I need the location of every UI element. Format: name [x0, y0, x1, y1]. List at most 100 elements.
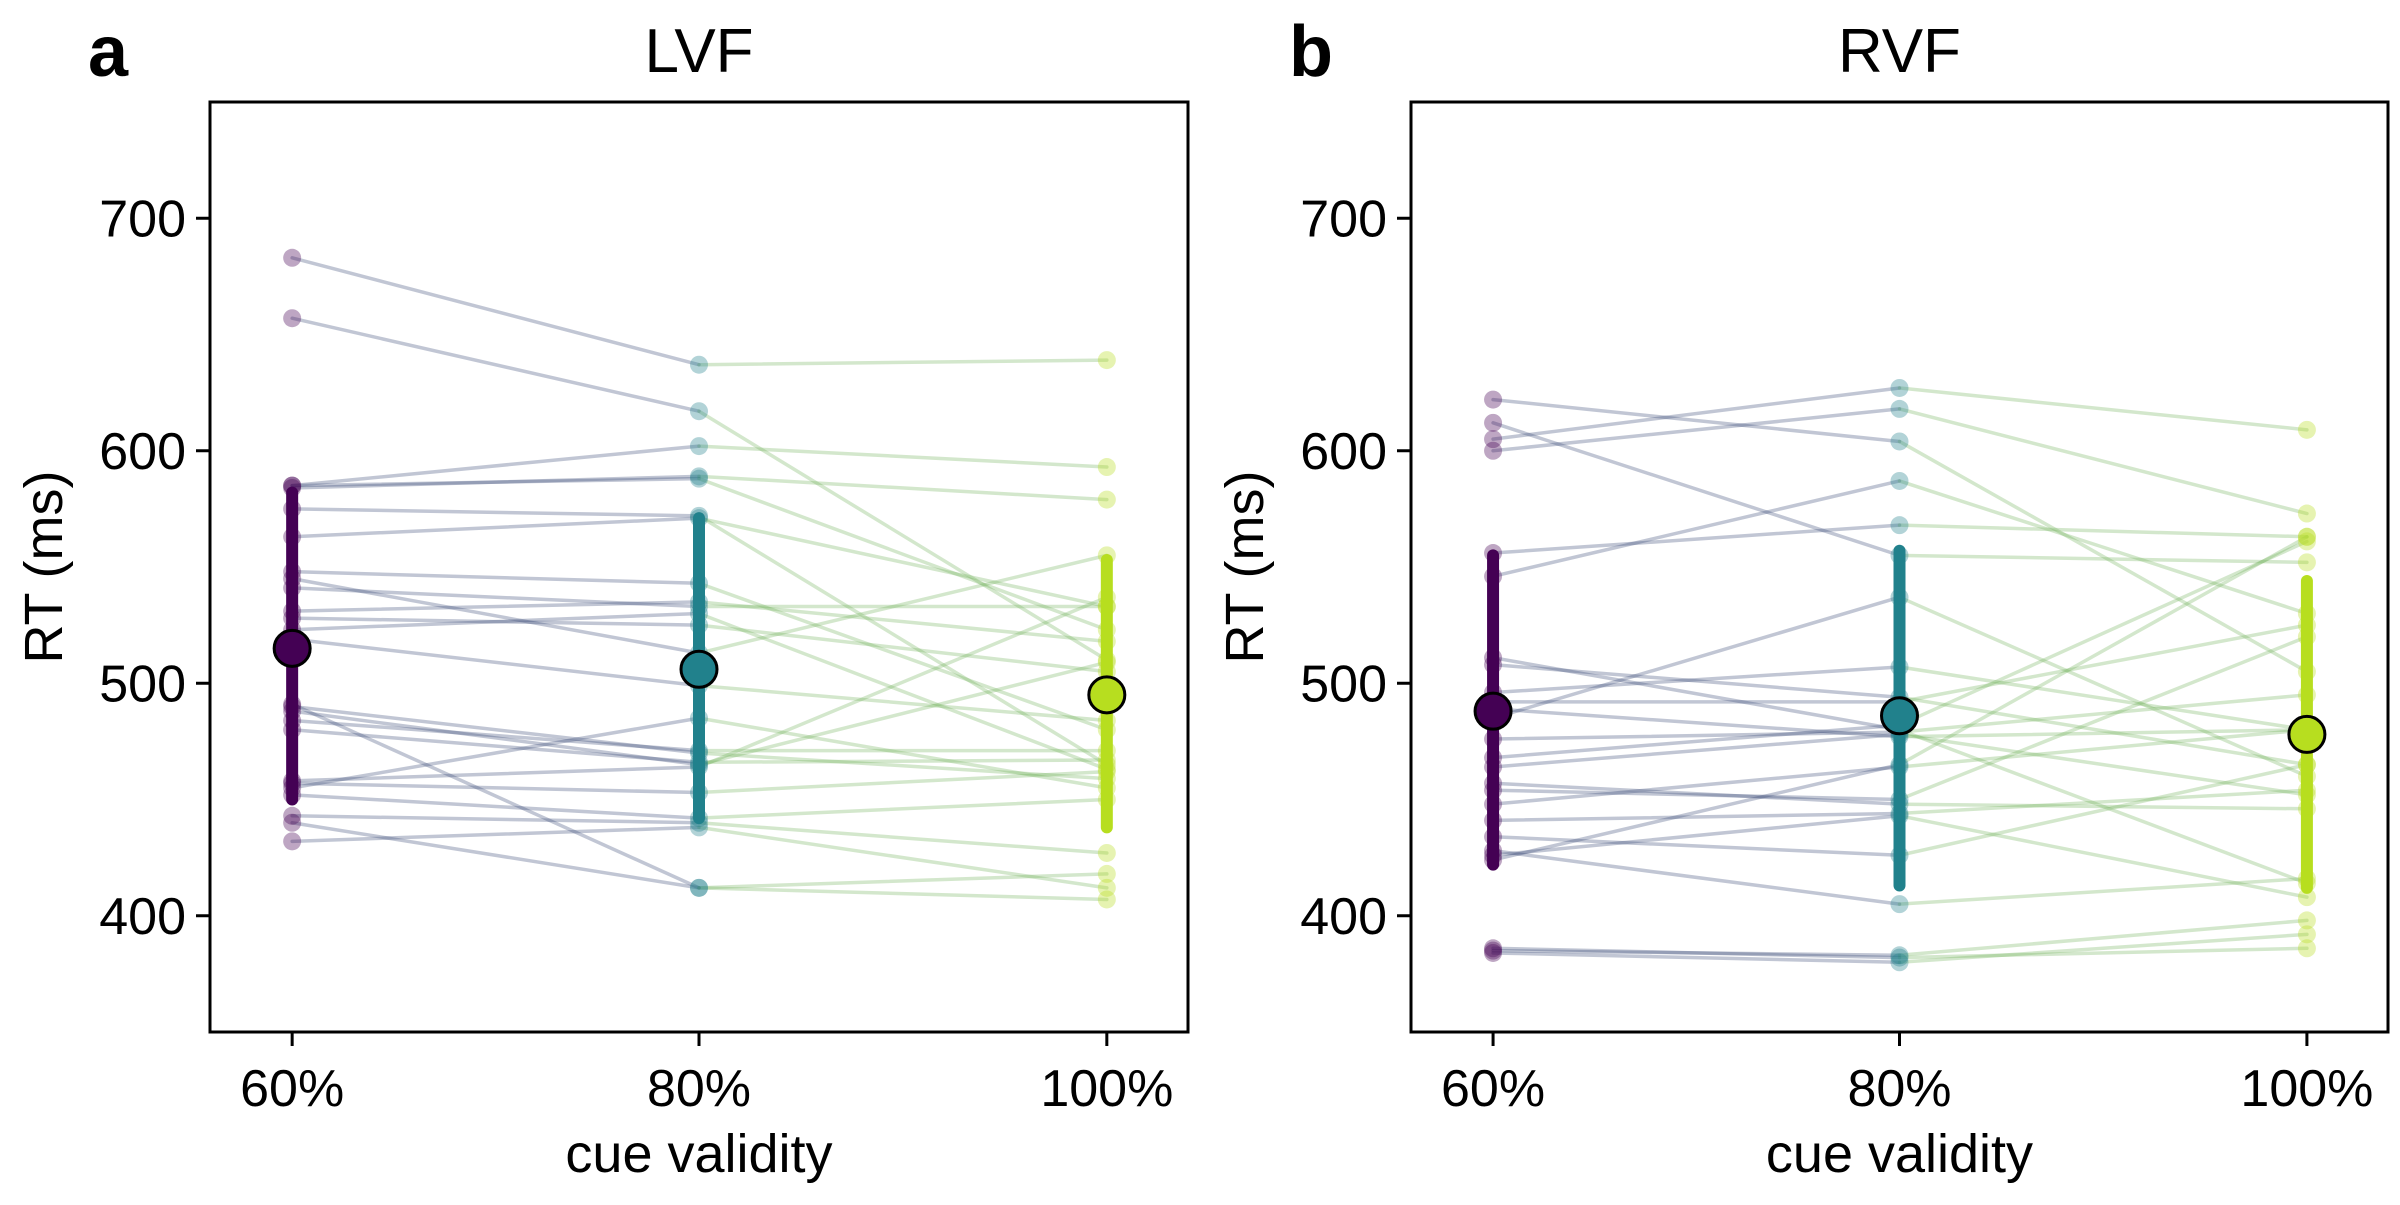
subject-16-segment-1	[1491, 781, 1902, 806]
panel-title: RVF	[1838, 17, 1961, 86]
x-tick-label-60%: 60%	[240, 1060, 344, 1118]
y-tick-label-700: 700	[99, 190, 186, 248]
subject-14-segment-2	[697, 683, 1109, 723]
subject-20-segment-1	[290, 781, 701, 795]
subject-1-point-80%	[1890, 432, 1909, 451]
subject-23-point-60%	[283, 806, 302, 825]
subject-3-segment-2	[1897, 386, 2309, 432]
subject-24-point-100%	[2297, 911, 2316, 930]
subject-9-segment-1	[1491, 665, 1902, 695]
subject-2-segment-2	[697, 409, 1109, 662]
subject-23-segment-1	[290, 814, 701, 825]
subject-24-segment-2	[1897, 918, 2309, 958]
subject-24-point-80%	[1890, 946, 1909, 965]
mean-point-100%	[2287, 714, 2327, 754]
subject-3-segment-1	[1491, 386, 1902, 441]
subject-23-point-100%	[1097, 843, 1116, 862]
subject-15-segment-1	[290, 704, 701, 755]
mean-point-60%	[1473, 691, 1513, 731]
subject-3-segment-1	[290, 444, 701, 488]
subject-26-point-60%	[1484, 943, 1503, 962]
subject-16-segment-2	[697, 660, 1109, 767]
subject-19-segment-2	[697, 595, 1109, 769]
subject-4-point-80%	[690, 467, 708, 486]
subject-25-point-100%	[1097, 878, 1116, 897]
subject-23-segment-2	[697, 821, 1109, 855]
subject-lines	[290, 256, 1109, 902]
subject-26-segment-2	[697, 886, 1109, 902]
subject-1-point-60%	[283, 248, 302, 267]
subject-8-segment-1	[290, 569, 701, 586]
subject-2-point-60%	[283, 309, 302, 328]
subject-6-point-80%	[1890, 471, 1909, 490]
subject-24-point-60%	[1484, 941, 1503, 960]
subject-11-segment-1	[290, 600, 701, 613]
y-tick-label-400: 400	[99, 888, 186, 946]
subject-1-segment-1	[1491, 397, 1902, 444]
x-tick-label-80%: 80%	[1847, 1060, 1951, 1118]
subject-24-point-60%	[283, 813, 302, 832]
panel-lvf: 400 500 600 700 60% 80% 100% cue validity RT (ms…	[14, 12, 1190, 1184]
subject-4-segment-1	[290, 474, 701, 490]
subject-2-segment-1	[290, 316, 701, 413]
subject-25-point-80%	[1890, 948, 1909, 967]
subject-13-segment-2	[697, 611, 1109, 772]
subject-14-point-100%	[2297, 532, 2316, 551]
subject-18-segment-2	[697, 758, 1109, 765]
subject-26-point-100%	[2297, 925, 2316, 944]
subject-14-segment-1	[1491, 723, 1902, 760]
subject-13-segment-1	[290, 611, 701, 632]
subject-4-segment-2	[1897, 407, 2309, 516]
subject-2-segment-1	[1491, 421, 1902, 558]
subject-1-segment-1	[290, 256, 701, 367]
subject-2-point-60%	[1484, 413, 1503, 432]
subject-21-segment-2	[1897, 876, 2309, 906]
subject-3-point-100%	[1097, 458, 1116, 477]
subject-13-segment-2	[1897, 693, 2309, 734]
y-axis-label: RT (ms)	[1215, 471, 1275, 664]
subject-1-segment-2	[697, 358, 1109, 367]
mean-point-60%	[272, 628, 312, 668]
subject-17-segment-2	[1897, 635, 2309, 802]
subject-2-point-80%	[690, 402, 708, 421]
subject-7-segment-1	[290, 516, 701, 539]
subject-15-segment-1	[1491, 732, 1902, 769]
subject-8-segment-1	[1491, 662, 1902, 699]
subject-25-point-60%	[1484, 939, 1503, 958]
mean-points	[272, 628, 1127, 715]
subject-20-segment-2	[697, 769, 1109, 795]
subject-3-point-80%	[1890, 378, 1909, 397]
subject-3-point-100%	[2297, 420, 2316, 439]
subject-25-segment-2	[697, 825, 1109, 890]
subject-9-segment-2	[1897, 665, 2309, 732]
panel-letter: a	[88, 12, 129, 92]
x-ticks: 60% 80% 100%	[240, 1032, 1173, 1118]
subject-25-point-60%	[283, 832, 302, 851]
subject-5-point-80%	[690, 469, 708, 488]
subject-19-segment-1	[1491, 811, 1902, 823]
subject-3-point-80%	[690, 437, 708, 456]
subject-10-segment-2	[1897, 623, 2309, 704]
subject-18-segment-1	[1491, 765, 1902, 806]
subject-12-segment-1	[290, 616, 701, 627]
subject-7-segment-2	[697, 516, 1109, 609]
subject-21-segment-2	[697, 716, 1109, 790]
subject-20-segment-2	[1897, 762, 2309, 858]
subject-5-segment-2	[1897, 523, 2309, 539]
subject-22-segment-2	[1897, 814, 2309, 899]
mean-point-80%	[679, 649, 719, 689]
subject-5-point-100%	[2297, 527, 2316, 546]
subject-7-segment-1	[1491, 655, 1902, 732]
subject-25-point-100%	[2297, 939, 2316, 958]
subject-24-segment-1	[290, 821, 701, 890]
subject-11-segment-2	[1897, 728, 2309, 739]
subject-6-segment-1	[1491, 479, 1902, 579]
y-ticks: 400 500 600 700	[1300, 190, 1411, 946]
subject-12-segment-2	[697, 623, 1109, 674]
x-tick-label-100%: 100%	[2240, 1060, 2373, 1118]
subject-12-segment-1	[1491, 595, 1902, 720]
subject-15-segment-2	[1897, 732, 2309, 797]
subject-4-point-60%	[1484, 441, 1503, 460]
